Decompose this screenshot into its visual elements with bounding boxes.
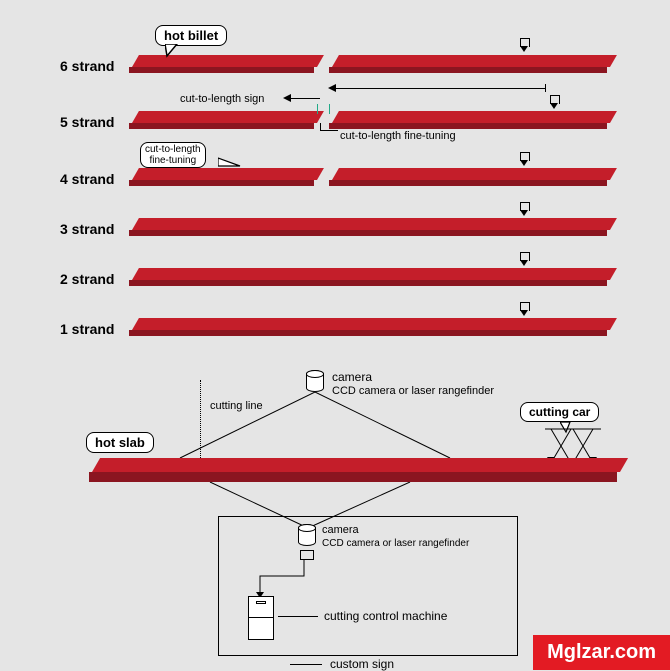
- connector-line: [320, 130, 338, 131]
- camera-label: camera: [332, 370, 372, 384]
- sensor-icon: [518, 252, 530, 268]
- strand-2-label: 2 strand: [60, 271, 114, 287]
- strand-3-label: 3 strand: [60, 221, 114, 237]
- arrow-line: [290, 98, 320, 99]
- green-tick: [329, 104, 330, 114]
- arrow-head-icon: [283, 94, 291, 102]
- strand-6-label: 6 strand: [60, 58, 114, 74]
- wire-path: [256, 558, 316, 600]
- ctl-fine-tuning-callout: cut-to-length fine-tuning: [140, 142, 206, 168]
- ccd-label-2: CCD camera or laser rangefinder: [322, 538, 469, 549]
- strand-4-label: 4 strand: [60, 171, 114, 187]
- sensor-icon: [548, 95, 560, 111]
- connector-line: [290, 664, 322, 665]
- cutting-line-marker: [200, 380, 201, 458]
- custom-sign-label: custom sign: [330, 657, 394, 671]
- camera-icon: [306, 370, 324, 392]
- arrow-head-icon: [328, 84, 336, 92]
- connector-line: [278, 616, 318, 617]
- arrow-line: [335, 88, 545, 89]
- sensor-icon: [518, 38, 530, 54]
- cutting-control-machine-icon: [248, 596, 274, 640]
- sensor-icon: [518, 152, 530, 168]
- ctl-fine-tuning-right-label: cut-to-length fine-tuning: [340, 130, 456, 142]
- strand-1-label: 1 strand: [60, 321, 114, 337]
- strand-5-label: 5 strand: [60, 114, 114, 130]
- hot-slab-callout: hot slab: [86, 432, 154, 453]
- callout-tail-icon: [165, 44, 181, 58]
- cutting-car-callout: cutting car: [520, 402, 599, 422]
- green-tick: [317, 104, 318, 114]
- cutting-control-label: cutting control machine: [324, 609, 447, 623]
- cutting-line-label: cutting line: [210, 400, 263, 412]
- camera-icon: [298, 524, 316, 546]
- hot-billet-callout: hot billet: [155, 25, 227, 46]
- sensor-icon: [518, 302, 530, 318]
- watermark-badge: Mglzar.com: [533, 635, 670, 670]
- connector-line: [320, 123, 321, 131]
- callout-tail-icon: [218, 152, 242, 170]
- ctl-sign-label: cut-to-length sign: [180, 93, 264, 105]
- sensor-icon: [518, 202, 530, 218]
- camera-label-2: camera: [322, 524, 359, 536]
- tick-line: [545, 84, 546, 92]
